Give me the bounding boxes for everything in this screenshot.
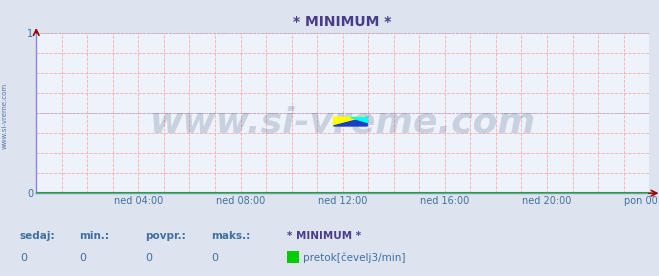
Text: * MINIMUM *: * MINIMUM * xyxy=(287,231,360,241)
Polygon shape xyxy=(351,117,367,121)
Text: min.:: min.: xyxy=(79,231,109,241)
Text: 0: 0 xyxy=(20,253,27,263)
Text: maks.:: maks.: xyxy=(211,231,250,241)
Text: 0: 0 xyxy=(211,253,218,263)
Text: www.si-vreme.com: www.si-vreme.com xyxy=(2,83,8,149)
Text: pretok[čevelj3/min]: pretok[čevelj3/min] xyxy=(303,252,406,263)
Text: 0: 0 xyxy=(145,253,152,263)
Text: 0: 0 xyxy=(79,253,86,263)
Text: www.si-vreme.com: www.si-vreme.com xyxy=(150,106,536,140)
Title: * MINIMUM *: * MINIMUM * xyxy=(293,15,392,29)
Polygon shape xyxy=(333,117,367,126)
Text: povpr.:: povpr.: xyxy=(145,231,186,241)
Text: sedaj:: sedaj: xyxy=(20,231,55,241)
Polygon shape xyxy=(333,117,367,126)
